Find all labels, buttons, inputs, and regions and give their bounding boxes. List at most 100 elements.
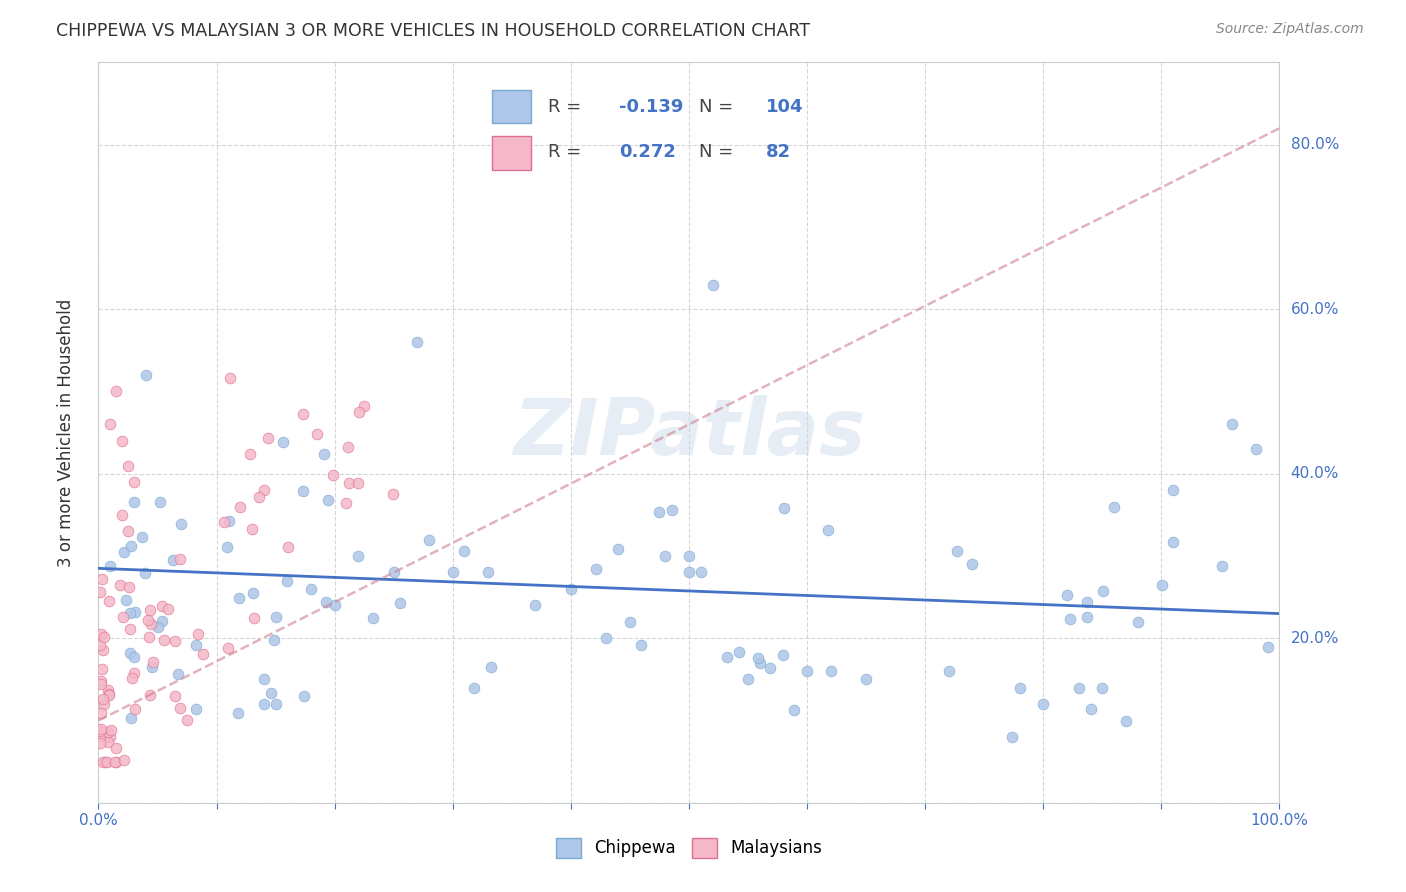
- Point: [347, 549, 370, 563]
- Point: [187, 627, 209, 641]
- Point: [228, 591, 250, 606]
- Point: [93, 630, 115, 644]
- Point: [689, 566, 711, 580]
- Point: [91, 692, 114, 706]
- Point: [1056, 588, 1078, 602]
- Point: [111, 508, 134, 522]
- Point: [946, 544, 969, 558]
- Point: [253, 697, 276, 711]
- Point: [219, 371, 242, 385]
- Text: 20.0%: 20.0%: [1291, 631, 1339, 646]
- Point: [162, 553, 184, 567]
- Point: [96, 755, 118, 769]
- Point: [146, 620, 169, 634]
- Point: [111, 434, 134, 448]
- Point: [678, 566, 700, 580]
- Text: ZIPatlas: ZIPatlas: [513, 394, 865, 471]
- Point: [796, 664, 818, 678]
- Point: [727, 645, 749, 659]
- Point: [122, 495, 145, 509]
- Point: [169, 552, 191, 566]
- Point: [337, 440, 360, 454]
- Point: [782, 703, 804, 717]
- Point: [1211, 559, 1233, 574]
- Point: [312, 447, 335, 461]
- Point: [98, 594, 121, 608]
- Point: [242, 585, 264, 599]
- Point: [226, 706, 249, 721]
- Point: [142, 655, 165, 669]
- Point: [1091, 583, 1114, 598]
- Point: [217, 640, 239, 655]
- Point: [291, 483, 314, 498]
- Point: [97, 735, 120, 749]
- Point: [104, 755, 127, 769]
- Point: [112, 545, 135, 559]
- Point: [122, 475, 145, 489]
- Point: [702, 277, 724, 292]
- Point: [305, 426, 328, 441]
- Point: [253, 483, 276, 498]
- Text: -0.139: -0.139: [619, 98, 683, 116]
- FancyBboxPatch shape: [492, 136, 531, 169]
- Point: [121, 671, 143, 685]
- Text: R =: R =: [548, 98, 588, 116]
- Point: [595, 632, 617, 646]
- FancyBboxPatch shape: [492, 90, 531, 123]
- Point: [90, 663, 112, 677]
- Point: [122, 649, 145, 664]
- Point: [118, 647, 141, 661]
- Point: [347, 475, 370, 490]
- Point: [291, 407, 314, 421]
- Point: [630, 638, 652, 652]
- Point: [477, 566, 499, 580]
- Point: [165, 634, 187, 648]
- Point: [747, 651, 769, 665]
- Point: [277, 540, 299, 554]
- Point: [560, 582, 582, 596]
- Point: [90, 627, 112, 641]
- Point: [1161, 535, 1184, 549]
- Point: [91, 755, 114, 769]
- Point: [111, 610, 134, 624]
- Point: [176, 713, 198, 727]
- Point: [1244, 442, 1267, 456]
- Point: [322, 468, 344, 483]
- Point: [240, 522, 263, 536]
- Point: [335, 496, 357, 510]
- Point: [138, 630, 160, 644]
- Point: [1220, 417, 1243, 432]
- Text: 60.0%: 60.0%: [1291, 301, 1339, 317]
- Point: [89, 723, 111, 738]
- Point: [134, 566, 156, 581]
- Point: [962, 558, 984, 572]
- Point: [135, 368, 157, 382]
- Point: [855, 673, 877, 687]
- Point: [1067, 681, 1090, 695]
- Point: [120, 539, 142, 553]
- Point: [661, 503, 683, 517]
- Point: [139, 603, 162, 617]
- Point: [648, 505, 671, 519]
- Point: [263, 633, 285, 648]
- Point: [118, 580, 141, 594]
- Text: 80.0%: 80.0%: [1291, 137, 1339, 153]
- Point: [108, 578, 131, 592]
- Point: [112, 753, 135, 767]
- Text: 104: 104: [766, 98, 804, 116]
- Point: [98, 730, 121, 744]
- Text: 82: 82: [766, 143, 792, 161]
- Point: [453, 544, 475, 558]
- Point: [271, 434, 294, 449]
- Point: [1008, 681, 1031, 695]
- Point: [1076, 610, 1098, 624]
- Point: [124, 702, 146, 716]
- Point: [93, 697, 115, 711]
- Point: [117, 458, 139, 473]
- Point: [759, 661, 782, 675]
- Point: [1080, 701, 1102, 715]
- Point: [104, 741, 127, 756]
- Point: [382, 487, 405, 501]
- Point: [98, 417, 121, 432]
- Point: [149, 495, 172, 509]
